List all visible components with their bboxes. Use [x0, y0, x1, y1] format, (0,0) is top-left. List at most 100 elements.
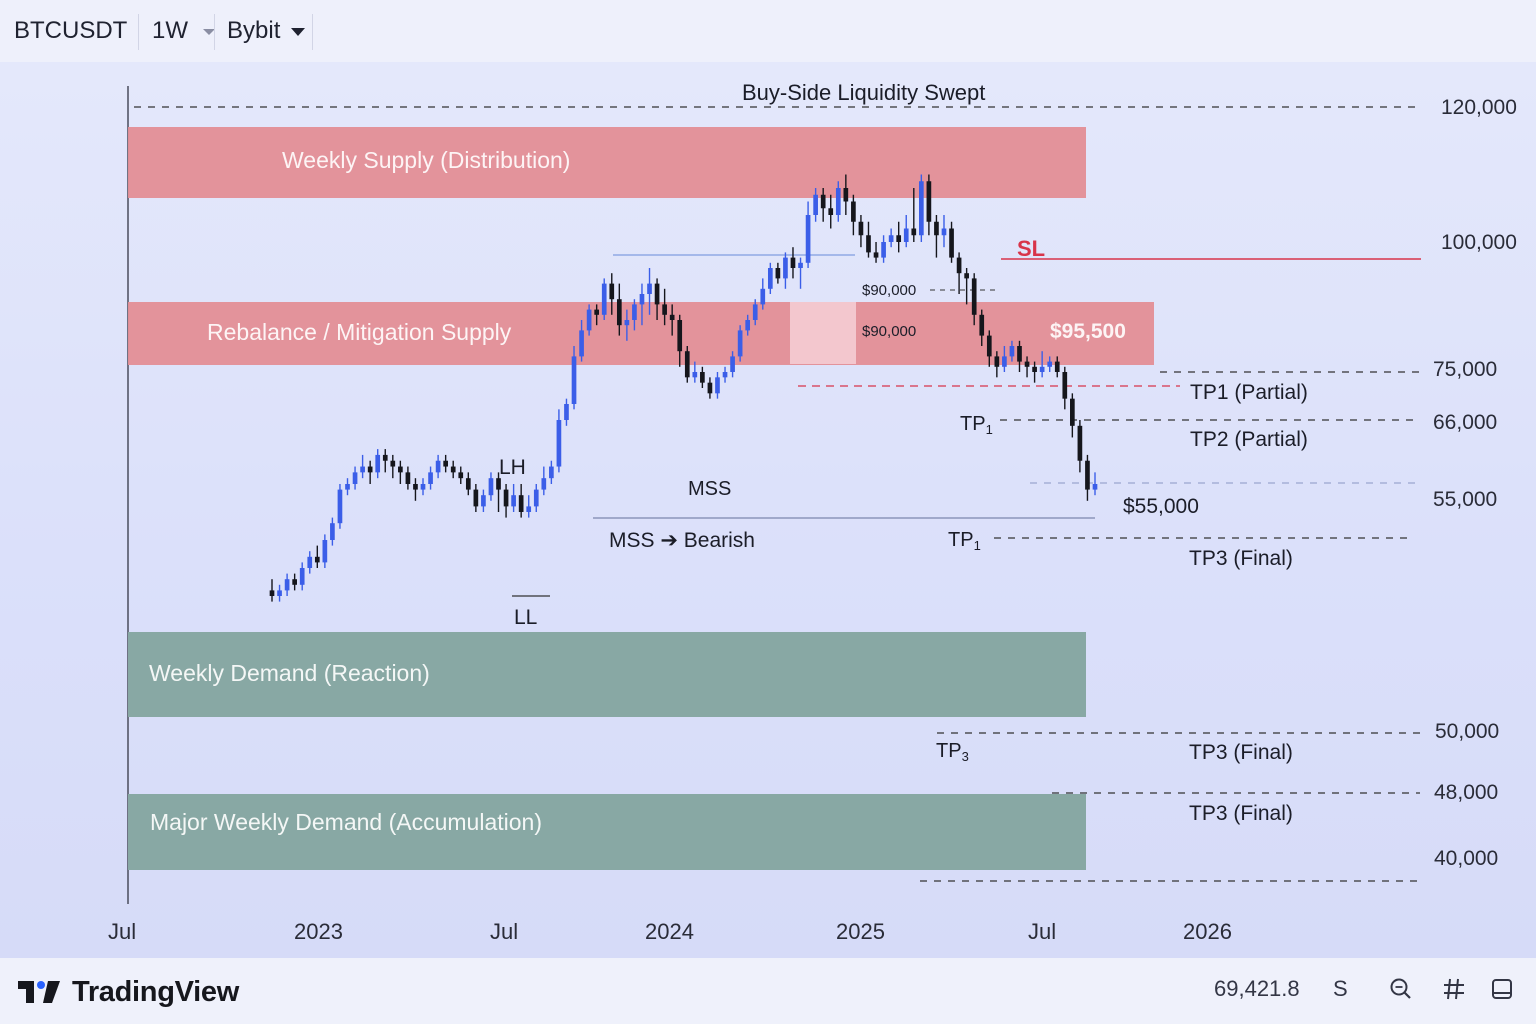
candle-body [684, 351, 690, 378]
candle-body [715, 377, 720, 394]
candle-body [352, 472, 358, 484]
candle-body [624, 320, 630, 326]
toolbar-divider [138, 14, 139, 50]
x-tick: 2026 [1183, 919, 1232, 944]
y-tick: 120,000 [1441, 96, 1517, 119]
candle-body [722, 372, 728, 378]
candle-body [752, 304, 758, 320]
candle-body [277, 590, 282, 596]
candle-body [949, 228, 954, 258]
candle-body [428, 472, 433, 484]
candle-body [1039, 366, 1045, 372]
candle-body [986, 335, 992, 357]
candle-body [413, 484, 418, 490]
tp3-final-label-a: TP3 (Final) [1189, 547, 1293, 570]
candle-body [1024, 361, 1030, 367]
candle-body [601, 283, 607, 315]
bottom-bar: TradingView 69,421.8 S [0, 958, 1536, 1024]
candle-body [541, 478, 547, 490]
candle-body [632, 304, 637, 320]
level-90k-label-a: $90,000 [862, 282, 916, 299]
exchange-button[interactable]: Bybit [227, 14, 306, 48]
candle-body [881, 242, 886, 258]
candle-body [858, 221, 864, 236]
zoom-icon[interactable] [1388, 976, 1414, 1002]
candle-body [360, 466, 365, 473]
candle-body [299, 568, 305, 585]
candle-body [564, 404, 569, 420]
candle-body [737, 330, 743, 357]
y-tick: 55,000 [1433, 488, 1497, 511]
candle-body [1002, 356, 1007, 367]
candle-body [790, 257, 796, 268]
candle-body [1085, 460, 1090, 490]
grid-hash-icon[interactable] [1441, 976, 1467, 1002]
candle-body [518, 495, 524, 512]
entry-price-label: $95,500 [1050, 320, 1126, 343]
candle-body [918, 181, 924, 236]
candle-body [934, 221, 939, 236]
liquidity-swept-label: Buy-Side Liquidity Swept [742, 80, 985, 105]
caret-down-icon [291, 27, 306, 36]
candle-body [1032, 366, 1037, 372]
candle-body [692, 372, 698, 378]
top-toolbar: BTCUSDT 1W Bybit [0, 0, 1536, 62]
candle-body [398, 466, 403, 473]
toolbar-divider [312, 14, 313, 50]
candles-group [269, 174, 1098, 602]
candle-body [1054, 361, 1060, 372]
candle-body [639, 294, 645, 305]
candle-body [458, 472, 464, 479]
candle-body [503, 489, 509, 507]
candle-body [1009, 346, 1015, 357]
major-demand-zone [128, 794, 1086, 870]
chevron-down-icon [202, 28, 215, 35]
candle-body [488, 478, 494, 496]
candle-body [941, 228, 947, 236]
candle-body [616, 299, 622, 326]
tradingview-logo[interactable]: TradingView [18, 974, 239, 1010]
candle-body [813, 194, 818, 215]
candle-body [375, 454, 381, 473]
x-tick: 2023 [294, 919, 343, 944]
candle-body [979, 314, 985, 336]
candle-body [594, 309, 600, 315]
y-tick: 50,000 [1435, 720, 1499, 743]
candle-body [307, 556, 313, 568]
candle-body [337, 489, 343, 524]
mss-label: MSS [688, 478, 731, 500]
currency-toggle-button[interactable]: S [1333, 976, 1348, 1001]
candle-body [745, 320, 751, 331]
candle-body [450, 466, 456, 473]
candle-body [533, 489, 539, 507]
candle-body [956, 257, 962, 274]
major-demand-label: Major Weekly Demand (Accumulation) [150, 809, 542, 835]
symbol-button[interactable]: BTCUSDT [14, 17, 128, 44]
tradingview-logo-icon [18, 981, 60, 1003]
weekly-supply-label: Weekly Supply (Distribution) [282, 147, 570, 173]
y-tick: 48,000 [1434, 781, 1498, 804]
candle-body [322, 540, 328, 563]
candle-body [888, 235, 894, 242]
candle-body [405, 472, 411, 484]
candle-body [873, 252, 879, 258]
x-axis-ticks: Jul 2023 Jul 2024 2025 Jul 2026 [108, 919, 1232, 944]
fullscreen-icon[interactable] [1489, 976, 1515, 1002]
ll-label: LL [514, 606, 537, 629]
tp1-partial-label: TP1 (Partial) [1190, 381, 1308, 404]
mitigation-supply-label: Rebalance / Mitigation Supply [207, 319, 512, 345]
tp2-partial-label: TP2 (Partial) [1190, 428, 1308, 451]
weekly-demand-zone [128, 632, 1086, 717]
candle-body [473, 489, 479, 507]
price-chart[interactable]: Weekly Supply (Distribution) Rebalance /… [0, 0, 1536, 958]
tp3-marker-label: TP3 [936, 740, 969, 764]
candle-body [805, 215, 811, 263]
candle-body [775, 268, 781, 279]
candle-body [820, 194, 826, 209]
candle-body [911, 228, 917, 236]
brand-name: TradingView [72, 975, 239, 1008]
imbalance-highlight [790, 302, 856, 364]
y-tick: 75,000 [1433, 358, 1497, 381]
interval-button[interactable]: 1W [152, 14, 215, 48]
candle-body [866, 235, 871, 253]
